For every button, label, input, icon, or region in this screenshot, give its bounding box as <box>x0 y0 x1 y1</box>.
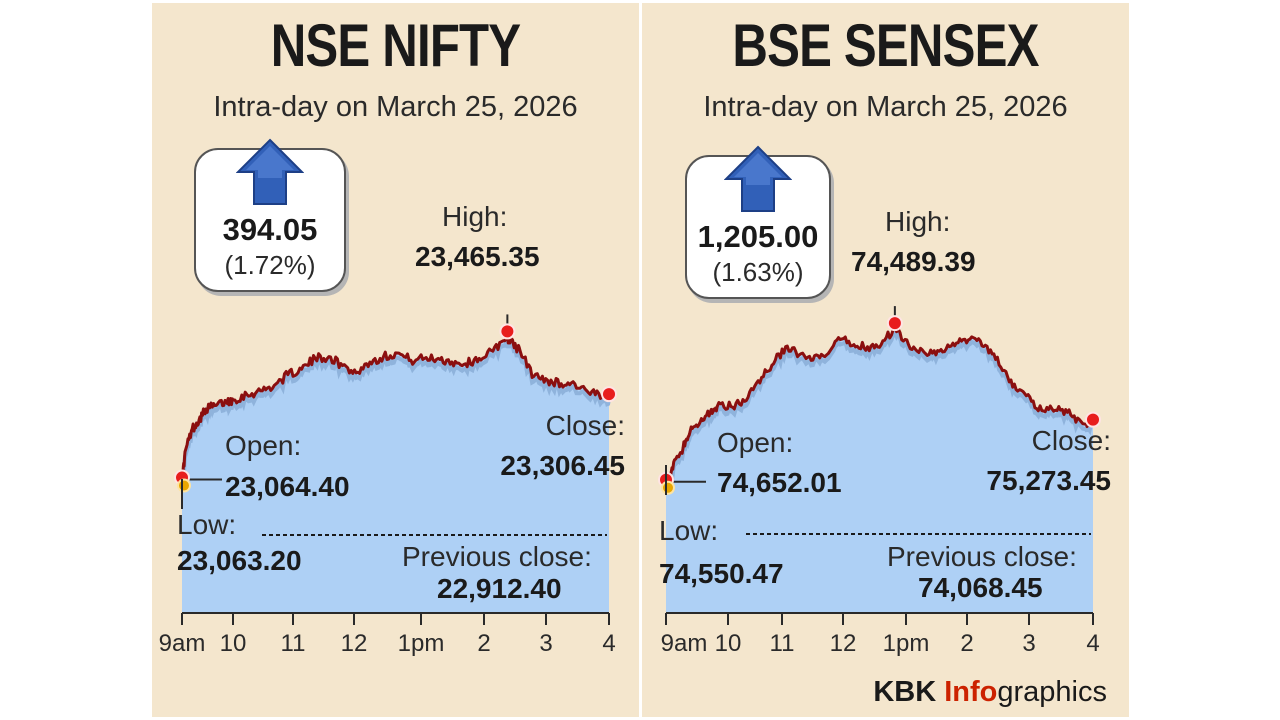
previous-close-value: 22,912.40 <box>437 573 562 604</box>
close-value: 23,306.45 <box>500 450 625 481</box>
close-label: Close: <box>1031 425 1111 456</box>
change-percent: (1.72%) <box>224 250 316 280</box>
close-label: Close: <box>545 410 625 441</box>
low-label: Low: <box>659 515 719 546</box>
change-value: 394.05 <box>222 212 318 247</box>
x-tick-label: 3 <box>539 630 553 657</box>
previous-close-label: Previous close: <box>887 541 1077 572</box>
open-value: 23,064.40 <box>225 471 350 502</box>
credit-info: Info <box>944 676 998 708</box>
low-marker <box>661 480 675 495</box>
chart-title: NSE NIFTY <box>270 12 521 79</box>
open-value: 74,652.01 <box>717 467 842 498</box>
credit-graphics: graphics <box>997 676 1107 708</box>
x-tick-label: 1pm <box>397 630 445 657</box>
high-value: 23,465.35 <box>415 241 540 272</box>
x-tick-label: 10 <box>714 630 742 657</box>
nifty-panel: NSE NIFTY Intra-day on March 25, 2026 39… <box>152 3 639 717</box>
previous-close-label: Previous close: <box>402 541 592 572</box>
x-tick-label: 4 <box>602 630 616 657</box>
price-area <box>182 336 609 613</box>
change-value: 1,205.00 <box>697 219 819 254</box>
price-line <box>664 326 1094 490</box>
close-marker <box>1085 411 1101 428</box>
x-tick-label: 2 <box>960 630 974 657</box>
x-tick-label: 9am <box>158 630 206 657</box>
x-tick-label: 11 <box>280 630 306 657</box>
low-label: Low: <box>177 509 237 540</box>
high-label: High: <box>442 201 508 232</box>
close-value: 75,273.45 <box>986 465 1111 496</box>
x-tick-label: 12 <box>829 630 857 657</box>
low-marker <box>177 478 191 493</box>
close-marker <box>601 386 617 403</box>
price-area <box>666 328 1093 613</box>
x-tick-label: 1pm <box>882 630 930 657</box>
high-marker <box>499 323 516 340</box>
x-tick-label: 9am <box>660 630 708 657</box>
change-box: 1,205.00 (1.63%) <box>685 145 831 299</box>
price-line-shadow <box>180 336 611 494</box>
price-line <box>180 334 611 484</box>
x-tick-label: 12 <box>340 630 368 657</box>
high-marker <box>886 315 903 332</box>
chart-subtitle: Intra-day on March 25, 2026 <box>213 91 578 123</box>
previous-close-value: 74,068.45 <box>918 572 1043 603</box>
sensex-chart-svg <box>658 306 1101 625</box>
credit-brand: KBK <box>873 676 937 708</box>
nifty-chart-svg <box>174 314 617 625</box>
up-arrow-icon <box>236 138 304 205</box>
sensex-panel: BSE SENSEX Intra-day on March 25, 2026 1… <box>642 3 1129 717</box>
low-value: 74,550.47 <box>659 558 784 589</box>
change-percent: (1.63%) <box>712 257 804 287</box>
x-tick-label: 2 <box>477 630 491 657</box>
high-label: High: <box>885 206 951 237</box>
chart-subtitle: Intra-day on March 25, 2026 <box>703 91 1068 123</box>
up-arrow-icon <box>724 145 792 212</box>
change-box: 394.05 (1.72%) <box>194 138 346 292</box>
open-label: Open: <box>717 427 794 458</box>
x-tick-label: 11 <box>769 630 795 657</box>
x-tick-label: 3 <box>1022 630 1036 657</box>
price-line-shadow <box>664 329 1094 493</box>
low-value: 23,063.20 <box>177 545 302 576</box>
x-tick-label: 4 <box>1086 630 1100 657</box>
x-tick-label: 10 <box>219 630 247 657</box>
credit-text: KBK Infographics <box>873 676 1107 709</box>
chart-title: BSE SENSEX <box>732 12 1039 79</box>
high-value: 74,489.39 <box>851 246 976 277</box>
open-label: Open: <box>225 430 302 461</box>
